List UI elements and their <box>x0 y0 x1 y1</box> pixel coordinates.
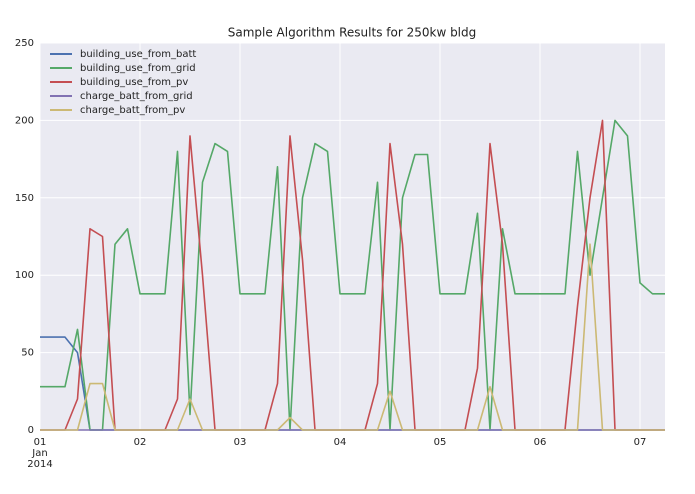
y-tick-label: 0 <box>28 425 34 436</box>
x-tick-label: 01 Jan 2014 <box>27 437 52 470</box>
series-line <box>40 243 665 431</box>
x-tick-label: 05 <box>434 437 447 448</box>
series-line <box>40 119 665 431</box>
legend-label: building_use_from_batt <box>80 49 196 60</box>
legend-label: charge_batt_from_grid <box>80 91 193 102</box>
chart-title: Sample Algorithm Results for 250kw bldg <box>228 26 477 40</box>
x-tick-label: 02 <box>134 437 147 448</box>
x-tick-label: 07 <box>634 437 647 448</box>
legend-label: building_use_from_grid <box>80 63 196 74</box>
y-tick-label: 150 <box>15 193 34 204</box>
legend-label: charge_batt_from_pv <box>80 105 185 116</box>
y-tick-label: 250 <box>15 38 34 49</box>
x-tick-label: 06 <box>534 437 547 448</box>
x-tick-label: 03 <box>234 437 247 448</box>
y-tick-label: 100 <box>15 270 34 281</box>
y-tick-label: 200 <box>15 115 34 126</box>
plot-area <box>40 43 665 430</box>
y-tick-label: 50 <box>21 348 34 359</box>
legend-label: building_use_from_pv <box>80 77 188 88</box>
x-tick-label: 04 <box>334 437 347 448</box>
